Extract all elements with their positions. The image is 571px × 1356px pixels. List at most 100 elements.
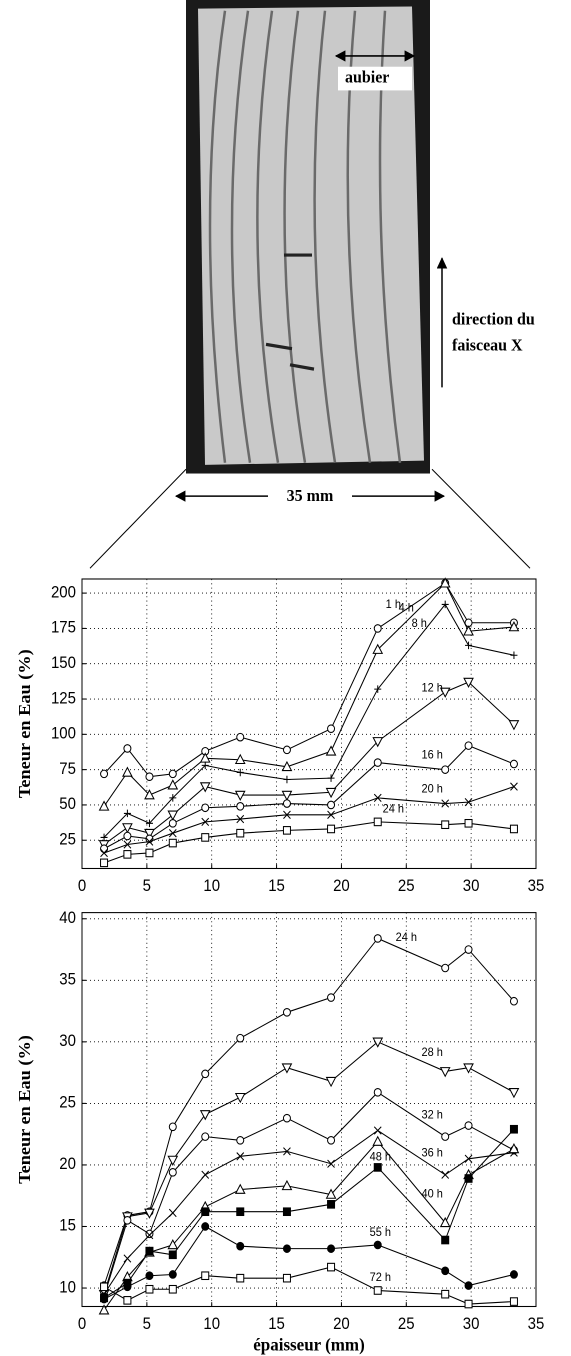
point bbox=[327, 1136, 336, 1145]
series-label: 28 h bbox=[422, 1047, 443, 1059]
point bbox=[123, 809, 131, 818]
point bbox=[100, 858, 109, 868]
y-tick-label: 75 bbox=[59, 760, 76, 778]
y-tick-label: 15 bbox=[59, 1217, 76, 1235]
sapwood-label: aubier bbox=[345, 67, 390, 87]
point bbox=[325, 787, 337, 799]
y-axis-label: Teneur en Eau (%) bbox=[14, 1035, 33, 1184]
series-line bbox=[103, 1128, 515, 1299]
series-line bbox=[103, 1225, 515, 1300]
point bbox=[508, 720, 520, 731]
x-tick-label: 30 bbox=[463, 878, 480, 896]
series-line bbox=[103, 937, 515, 1286]
point bbox=[373, 817, 382, 827]
mark bbox=[265, 342, 293, 351]
point bbox=[441, 1235, 450, 1245]
series-label: 24 h bbox=[396, 932, 417, 944]
point bbox=[373, 1126, 382, 1135]
point bbox=[98, 800, 110, 811]
point bbox=[122, 823, 133, 834]
x-tick-label: 0 bbox=[78, 1316, 87, 1334]
point bbox=[201, 761, 209, 770]
series-label: 36 h bbox=[422, 1147, 443, 1159]
point bbox=[283, 775, 291, 784]
point bbox=[168, 1270, 177, 1279]
point bbox=[145, 1271, 154, 1281]
point bbox=[236, 814, 245, 824]
point bbox=[123, 1254, 132, 1263]
point bbox=[145, 837, 154, 846]
point bbox=[373, 1088, 382, 1097]
series-line bbox=[103, 1266, 514, 1305]
point bbox=[327, 774, 335, 782]
point bbox=[441, 1289, 450, 1299]
point bbox=[167, 1239, 179, 1250]
point bbox=[123, 840, 132, 849]
point bbox=[123, 1282, 132, 1292]
point bbox=[201, 1170, 210, 1179]
series-line bbox=[103, 582, 514, 807]
point bbox=[201, 817, 210, 827]
point bbox=[373, 624, 382, 633]
y-tick-label: 200 bbox=[51, 584, 76, 602]
point bbox=[98, 1304, 110, 1315]
point bbox=[282, 1273, 291, 1283]
series-label: 8 h bbox=[412, 618, 427, 630]
point bbox=[201, 1222, 210, 1231]
point bbox=[373, 934, 382, 943]
point bbox=[100, 1294, 109, 1304]
point bbox=[373, 758, 382, 767]
point bbox=[373, 1163, 382, 1172]
point bbox=[373, 793, 382, 803]
point bbox=[439, 1067, 451, 1078]
point bbox=[282, 1207, 291, 1217]
point bbox=[509, 759, 518, 769]
point bbox=[464, 1281, 473, 1290]
point bbox=[441, 963, 450, 973]
point bbox=[100, 833, 108, 842]
point bbox=[509, 996, 518, 1006]
point bbox=[201, 1271, 210, 1281]
series-line bbox=[103, 1041, 515, 1295]
point bbox=[281, 760, 293, 772]
point bbox=[373, 1286, 382, 1295]
point bbox=[167, 779, 179, 790]
point bbox=[144, 789, 155, 800]
point bbox=[234, 1092, 246, 1104]
point bbox=[236, 828, 245, 838]
point bbox=[100, 1282, 109, 1292]
point bbox=[167, 810, 179, 821]
y-axis-label: Teneur en Eau (%) bbox=[14, 649, 33, 798]
point bbox=[168, 1208, 177, 1218]
point bbox=[283, 1147, 291, 1156]
point bbox=[145, 1246, 154, 1256]
point bbox=[281, 790, 293, 801]
point bbox=[282, 1113, 291, 1123]
x-tick-label: 25 bbox=[398, 878, 415, 896]
point bbox=[441, 1170, 450, 1179]
point bbox=[123, 744, 132, 753]
plot-area bbox=[81, 912, 537, 1308]
series-line bbox=[103, 745, 515, 850]
zoom-line bbox=[89, 468, 187, 569]
y-tick-label: 175 bbox=[51, 619, 76, 637]
x-tick-label: 10 bbox=[203, 1316, 220, 1334]
x-tick-label: 35 bbox=[528, 878, 545, 896]
series-line bbox=[103, 681, 515, 845]
point bbox=[236, 1241, 245, 1251]
point bbox=[439, 1216, 451, 1228]
point bbox=[464, 818, 473, 828]
series-label: 40 h bbox=[422, 1188, 443, 1200]
point bbox=[123, 850, 132, 859]
point bbox=[327, 810, 335, 819]
x-tick-label: 10 bbox=[203, 878, 220, 896]
point bbox=[168, 829, 177, 838]
mark bbox=[289, 363, 315, 371]
point bbox=[199, 1110, 211, 1121]
point bbox=[123, 1216, 132, 1225]
point bbox=[201, 1069, 210, 1079]
y-tick-label: 50 bbox=[59, 796, 76, 814]
series-line bbox=[103, 1129, 515, 1295]
point bbox=[464, 1299, 473, 1309]
point bbox=[464, 945, 473, 954]
